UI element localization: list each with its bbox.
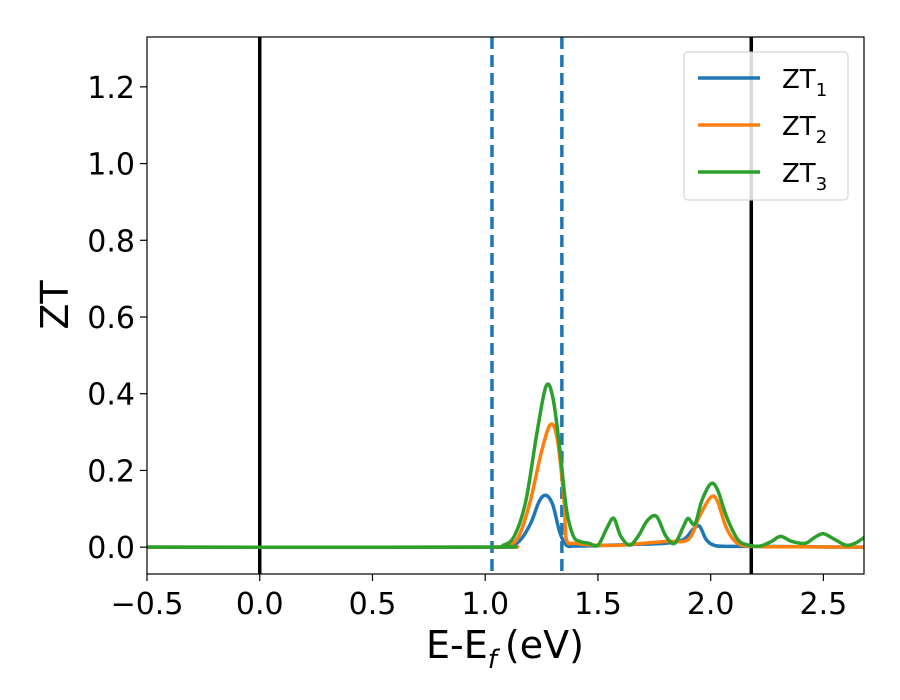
legend-entry-zt1: ZT1 bbox=[698, 65, 827, 101]
y-tick-label: 1.0 bbox=[87, 148, 135, 183]
y-axis-ticks: 0.0 0.2 0.4 0.6 0.8 1.0 1.2 bbox=[87, 71, 147, 566]
x-tick-label: 1.5 bbox=[574, 587, 622, 622]
legend-label: ZT2 bbox=[782, 112, 827, 148]
legend-label: ZT1 bbox=[782, 65, 827, 101]
y-tick-label: 0.4 bbox=[87, 378, 135, 413]
legend-entry-zt2: ZT2 bbox=[698, 112, 827, 148]
legend-entry-zt3: ZT3 bbox=[698, 159, 827, 195]
legend: ZT1 ZT2 ZT3 bbox=[683, 51, 849, 201]
series-line-zt1 bbox=[147, 493, 864, 549]
x-axis-label-subscript: f bbox=[488, 645, 501, 675]
x-tick-label: 1.0 bbox=[461, 587, 509, 622]
series-lines bbox=[147, 382, 864, 550]
x-tick-label: 2.0 bbox=[687, 587, 735, 622]
x-tick-label: −0.5 bbox=[111, 587, 184, 622]
y-tick-label: 1.2 bbox=[87, 71, 135, 106]
y-tick-label: 0.6 bbox=[87, 301, 135, 336]
x-tick-label: 0.0 bbox=[236, 587, 284, 622]
x-axis-label-unit: (eV) bbox=[505, 623, 584, 667]
x-axis-label: E-Ef (eV) bbox=[426, 623, 584, 675]
x-axis-ticks: −0.5 0.0 0.5 1.0 1.5 2.0 2.5 bbox=[111, 574, 848, 622]
reference-lines bbox=[257, 37, 754, 574]
y-tick-label: 0.8 bbox=[87, 224, 135, 259]
series-line-zt2 bbox=[147, 422, 864, 550]
x-tick-label: 2.5 bbox=[800, 587, 848, 622]
series-line-zt3 bbox=[147, 382, 864, 550]
y-axis-label: ZT bbox=[33, 280, 77, 330]
legend-label: ZT3 bbox=[782, 159, 827, 195]
plot-frame bbox=[146, 36, 865, 575]
y-tick-label: 0.0 bbox=[87, 531, 135, 566]
x-axis-label-main: E-E bbox=[426, 623, 488, 667]
y-tick-label: 0.2 bbox=[87, 454, 135, 489]
legend-frame bbox=[683, 51, 849, 201]
x-tick-label: 0.5 bbox=[349, 587, 397, 622]
